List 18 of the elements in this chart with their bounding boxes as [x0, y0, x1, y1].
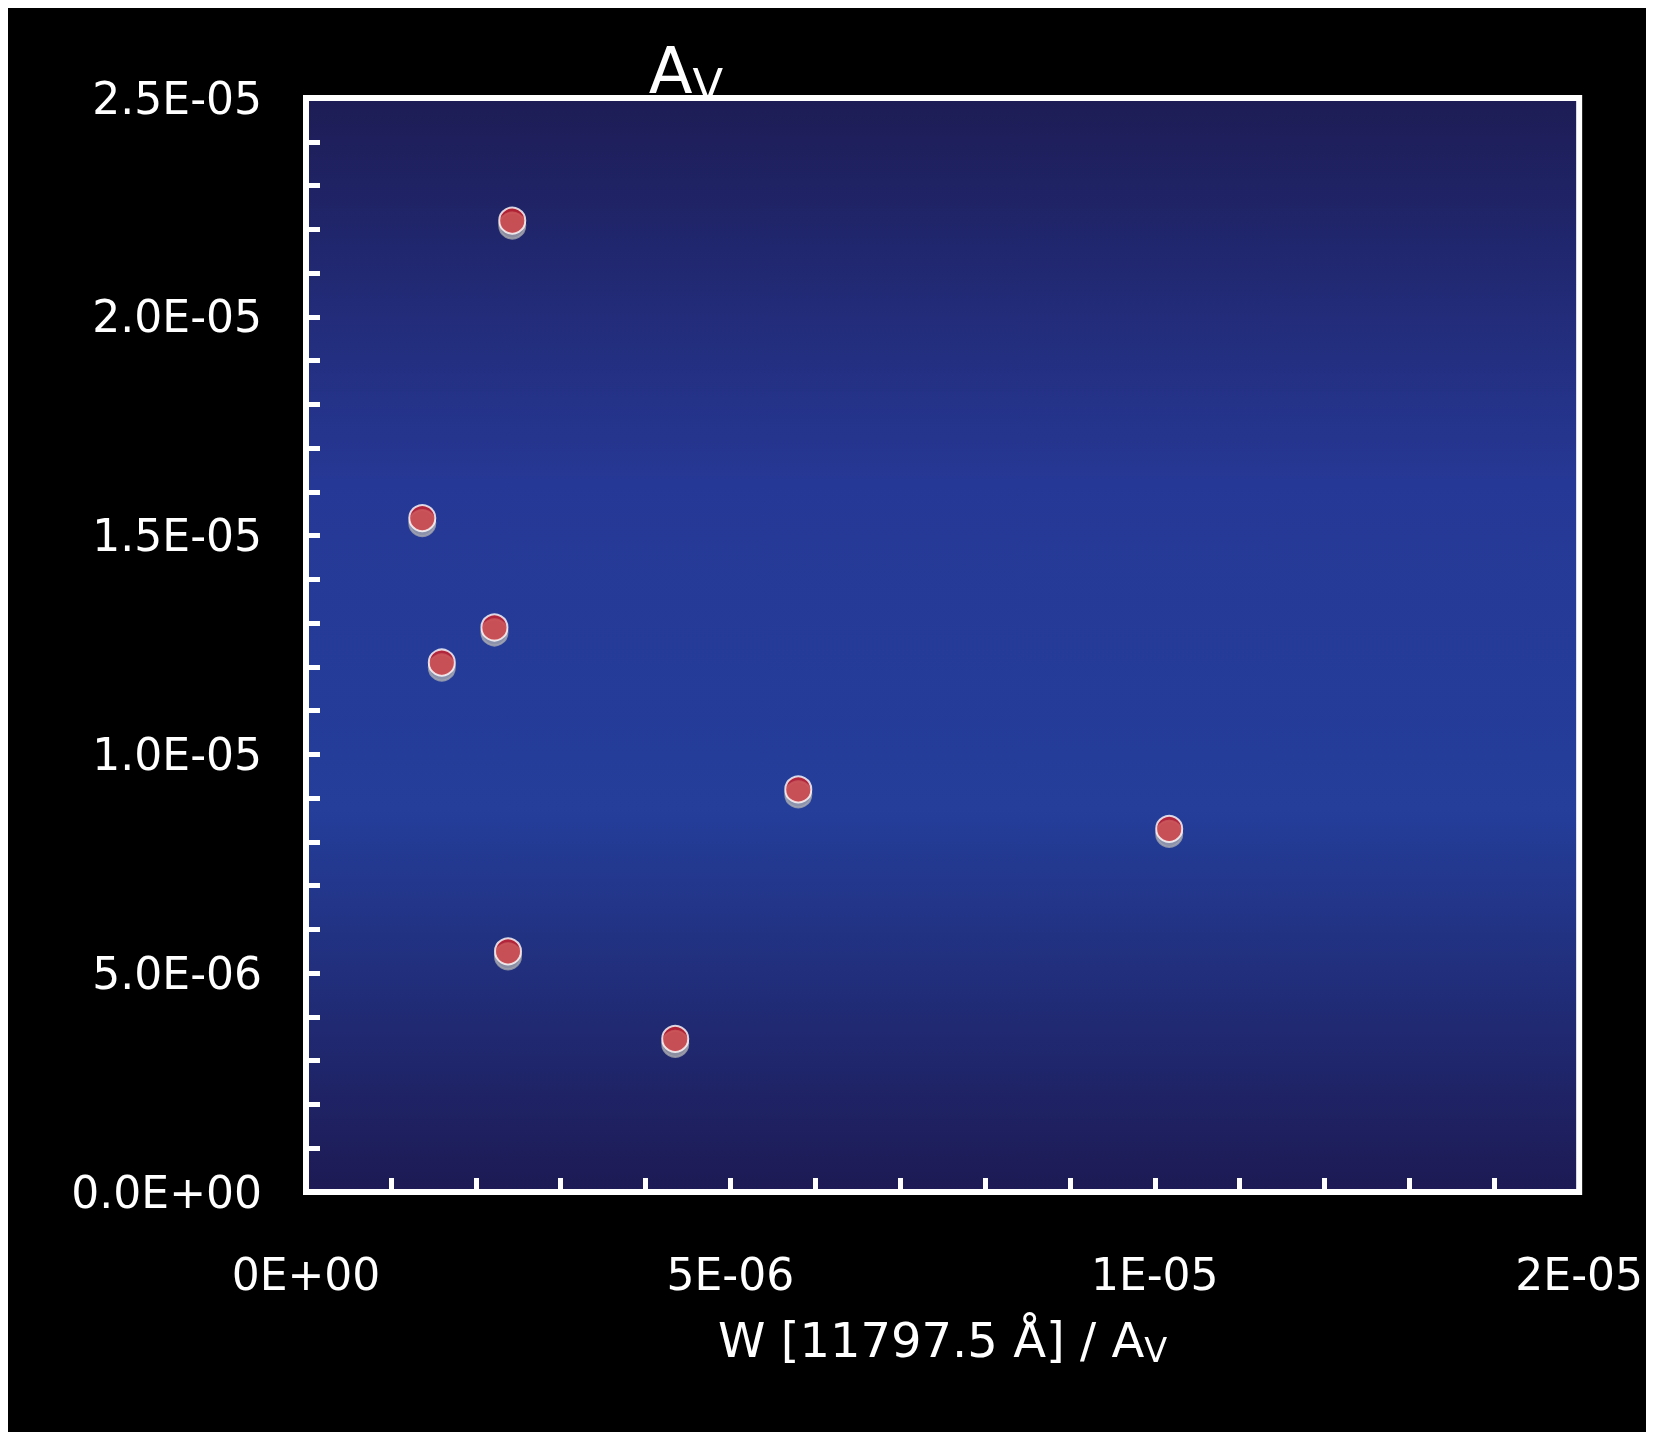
point — [784, 775, 813, 804]
y-tick-label: 1.5E-05 — [92, 510, 262, 562]
x-tick-label: 5E-06 — [666, 1248, 795, 1300]
x-tick-label: 0E+00 — [231, 1248, 381, 1300]
point — [427, 648, 456, 677]
point — [494, 937, 523, 966]
y-tick-label: 2.0E-05 — [92, 291, 262, 343]
point — [661, 1024, 690, 1053]
y-tick-label: 1.0E-05 — [92, 728, 262, 780]
x-tick-label: 2E-05 — [1515, 1248, 1644, 1300]
x-tick-label: 1E-05 — [1090, 1248, 1219, 1300]
y-tick-label: 5.0E-06 — [92, 947, 262, 999]
point — [408, 504, 437, 533]
y-tick-label: 0.0E+00 — [71, 1166, 262, 1218]
point — [1155, 814, 1184, 843]
y-tick-label: 2.5E-05 — [92, 72, 262, 124]
point — [498, 206, 527, 235]
point — [480, 613, 509, 642]
